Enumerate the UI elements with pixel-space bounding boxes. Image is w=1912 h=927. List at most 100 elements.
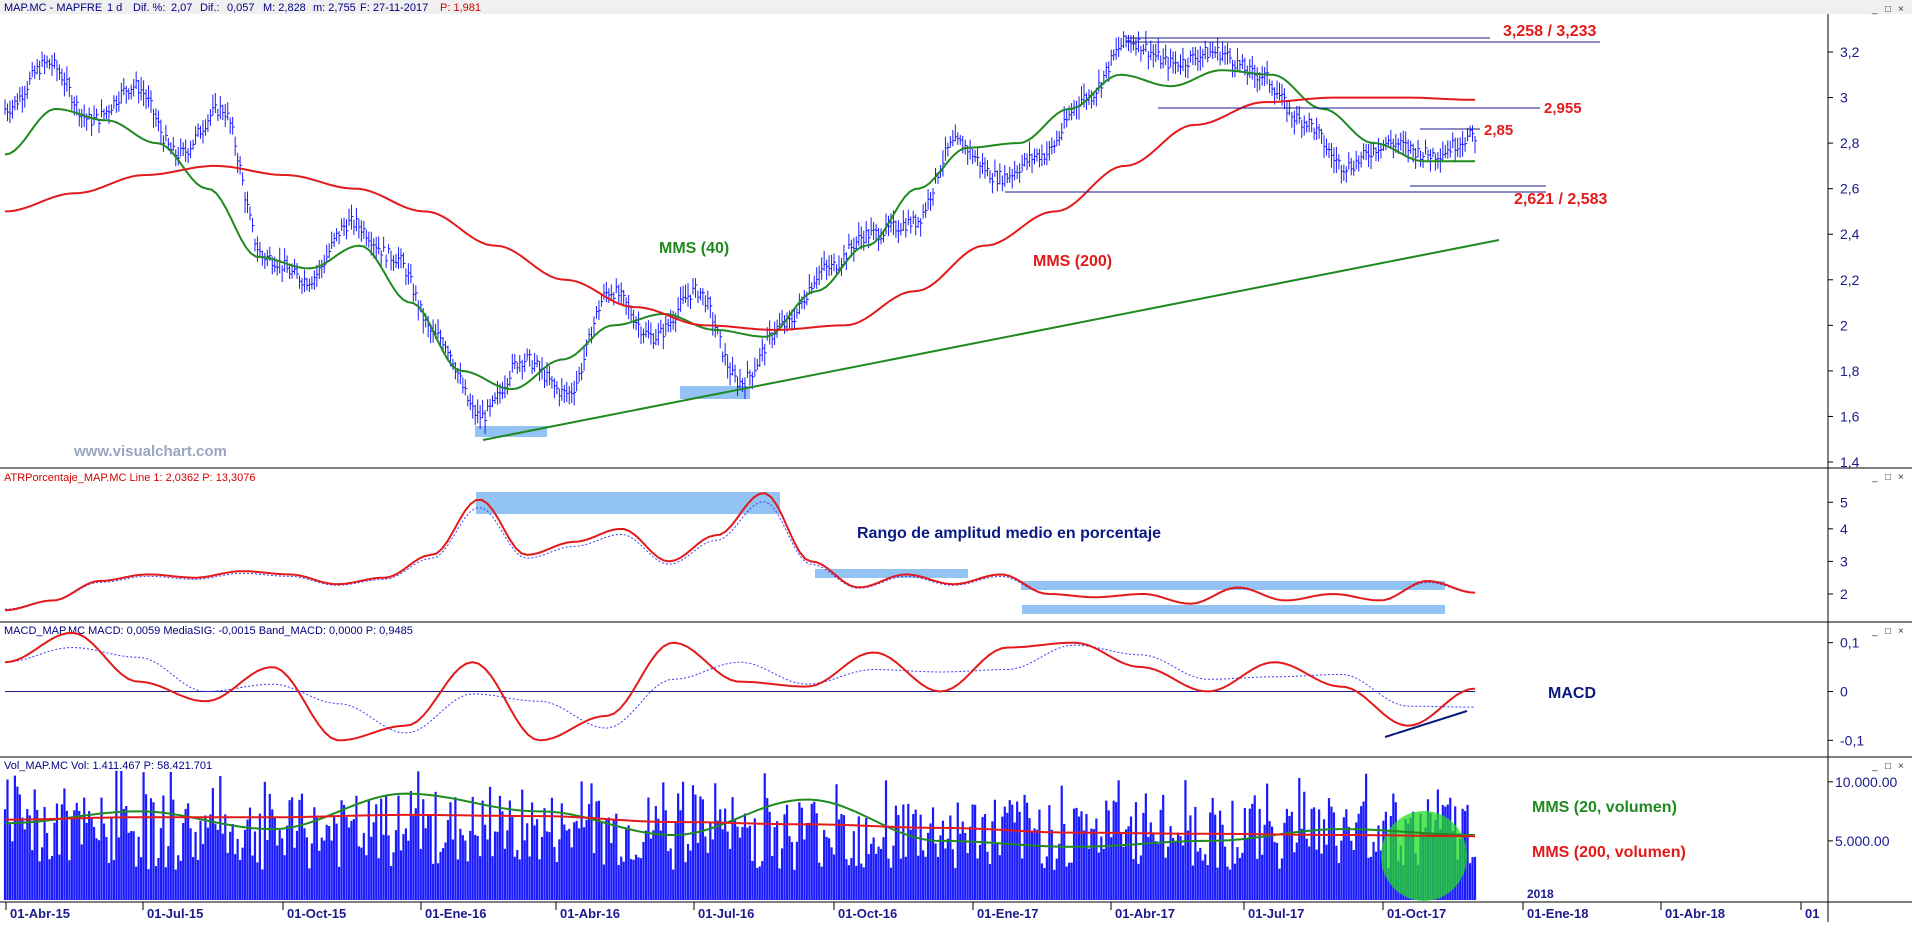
annotation-285: 2,85 [1484,122,1513,139]
x-tick-label: 01-Abr-17 [1115,906,1175,921]
atr-signal-line [4,501,1476,610]
window-button-2[interactable]: × [1898,761,1904,772]
price-tick-label: 2,2 [1840,272,1860,288]
annotation-macd: MACD [1548,685,1596,702]
macd-tick-label: 0,1 [1840,635,1860,651]
x-tick-label: 01-Abr-16 [560,906,620,921]
watermark: www.visualchart.com [73,443,227,460]
annotation-mms20-vol: MMS (20, volumen) [1532,799,1677,816]
x-tick-label: 01-Oct-16 [838,906,897,921]
annotation-resistance-top: 3,258 / 3,233 [1503,23,1597,40]
x-tick-label: 01-Jul-16 [698,906,754,921]
volume-mms200-line [5,813,1475,838]
price-tick-label: 2,8 [1840,135,1860,151]
window-button-2[interactable]: × [1898,626,1904,637]
header-dif-label: Dif.: [200,2,220,14]
x-tick-label: 01-Jul-15 [147,906,203,921]
window-button-0[interactable]: _ [1871,472,1878,483]
macd-signal-line [4,644,1475,734]
price-tick-label: 3 [1840,90,1848,106]
header-dif-pct-label: Dif. %: [133,2,165,14]
window-button-2[interactable]: × [1898,4,1904,15]
mms40-line [4,69,1475,391]
atr-tick-label: 2 [1840,586,1848,602]
macd-divergence-line [1384,710,1468,738]
macd-tick-label: 0 [1840,684,1848,700]
window-button-1[interactable]: □ [1885,761,1891,772]
macd-panel-title: MACD_MAP.MC MACD: 0,0059 MediaSIG: -0,00… [4,625,413,637]
atr-panel-title: ATRPorcentaje_MAP.MC Line 1: 2,0362 P: 1… [4,472,256,484]
annotation-mms40: MMS (40) [659,240,729,257]
price-bars [4,30,1477,434]
atr-zone-mid [815,569,968,578]
date-x-axis: 01-Abr-15 01-Jul-15 01-Oct-15 01-Ene-16 01-A… [5,902,1819,921]
x-tick-label: 01-Ene-17 [977,906,1038,921]
atr-tick-label: 3 [1840,553,1848,569]
macd-lines [4,631,1476,742]
window-button-0[interactable]: _ [1871,761,1878,772]
window-button-0[interactable]: _ [1871,626,1878,637]
header-bar [0,0,1912,14]
header-dif-pct-value: 2,07 [171,2,192,14]
header-symbol: MAP.MC - MAPFRE [4,2,102,14]
year-marker: 2018 [1527,887,1554,901]
atr-lines [4,492,1476,612]
atr-y-axis: 5 4 3 2 [1828,494,1848,602]
window-button-2[interactable]: × [1898,472,1904,483]
x-tick-label: 01-Jul-17 [1248,906,1304,921]
annotation-support: 2,621 / 2,583 [1514,191,1608,208]
price-tick-label: 1,4 [1840,454,1860,470]
atr-tick-label: 5 [1840,494,1848,510]
x-tick-label: 01-Oct-15 [287,906,346,921]
x-tick-label: 01-Ene-16 [425,906,486,921]
price-tick-label: 2 [1840,317,1848,333]
x-tick-label: 01-Abr-18 [1665,906,1725,921]
macd-line [4,631,1476,742]
price-tick-label: 1,8 [1840,363,1860,379]
header-dif-value: 0,057 [227,2,255,14]
volume-mms20-line [4,792,1475,848]
annotation-2955: 2,955 [1544,100,1582,117]
x-tick-label: 01 [1805,906,1819,921]
x-tick-label: 01-Oct-17 [1387,906,1446,921]
volume-panel-title: Vol_MAP.MC Vol: 1.411.467 P: 58.421.701 [4,760,212,772]
header-price: P: 1,981 [440,2,481,14]
atr-zone-lower [1022,605,1445,614]
price-tick-label: 2,6 [1840,181,1860,197]
window-button-0[interactable]: _ [1871,4,1878,15]
mms200-line [4,96,1475,331]
window-button-1[interactable]: □ [1885,472,1891,483]
header-date: F: 27-11-2017 [360,2,428,14]
support-trendline [482,239,1500,441]
volume-y-axis: 10.000.00 5.000.00 [1828,774,1897,849]
annotation-mms200-vol: MMS (200, volumen) [1532,844,1686,861]
price-low-zone-1 [475,426,547,437]
header-min: m: 2,755 [313,2,356,14]
window-button-1[interactable]: □ [1885,626,1891,637]
header-period: 1 d [107,2,122,14]
window-buttons: _ □ × _ □ × _ □ × _ □ × [1871,4,1904,772]
annotation-atr: Rango de amplitud medio en porcentaje [857,525,1161,542]
price-low-zone-2 [680,386,750,399]
atr-zone-upper [1021,581,1445,590]
macd-tick-label: -0,1 [1840,732,1864,748]
atr-tick-label: 4 [1840,521,1848,537]
price-tick-label: 3,2 [1840,44,1860,60]
price-y-axis: 3,2 3 2,8 2,6 2,4 2,2 2 1,8 1,6 1,4 [1828,44,1860,470]
price-tick-label: 1,6 [1840,408,1860,424]
atr-zone-high [476,492,780,514]
macd-y-axis: 0,1 0 -0,1 [1828,635,1864,748]
x-tick-label: 01-Abr-15 [10,906,70,921]
volume-highlight-circle [1381,811,1467,901]
volume-tick-label: 5.000.00 [1835,833,1890,849]
window-button-1[interactable]: □ [1885,4,1891,15]
header-max: M: 2,828 [263,2,306,14]
volume-tick-label: 10.000.00 [1835,774,1897,790]
atr-line [4,492,1476,612]
annotation-mms200: MMS (200) [1033,253,1112,270]
volume-lines [4,792,1475,848]
x-tick-label: 01-Ene-18 [1527,906,1588,921]
price-lines [4,69,1475,391]
